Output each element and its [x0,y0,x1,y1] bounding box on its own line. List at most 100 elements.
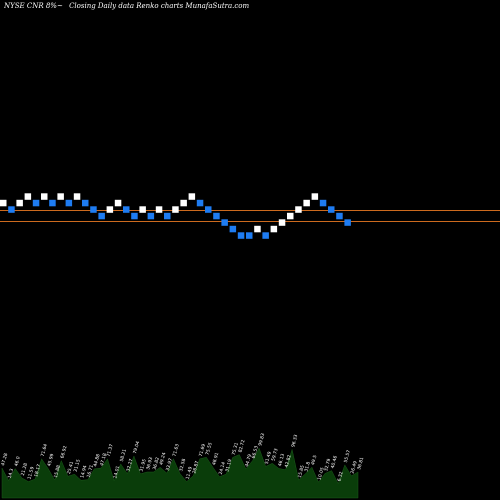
renko-brick [114,199,122,207]
volume-labels: 47.2814.346.021.2811.5918.1771.6445.9915… [0,432,365,482]
renko-brick [246,232,253,239]
volume-label: 31.15 [73,459,82,473]
renko-bricks [0,193,351,239]
volume-label: 48.91 [211,452,220,466]
volume-label: 32.79 [323,458,332,472]
renko-brick [270,225,278,233]
volume-label: 46.13 [277,453,286,467]
renko-brick [123,206,130,213]
renko-brick [319,199,327,207]
renko-brick [16,199,23,207]
renko-brick [180,199,187,207]
volume-label: 40.46 [330,455,339,469]
renko-brick [328,206,335,213]
volume-label: 71.64 [40,443,49,457]
volume-label: 71.63 [172,443,181,457]
volume-label: 45.99 [46,453,55,467]
renko-brick [336,212,343,220]
symbol-label: NYSE CNR 8%~ [4,2,63,10]
chart-description: Closing Daily data Renko charts MunafaSu… [69,2,250,10]
renko-brick [344,219,351,226]
volume-label: 36.82 [152,456,161,470]
renko-brick [287,212,294,220]
volume-label: 36.93 [145,456,154,470]
volume-label: 66.92 [59,445,68,459]
chart-header: NYSE CNR 8%~ Closing Daily data Renko ch… [4,2,496,16]
volume-label: 15.85 [297,464,306,478]
renko-brick [147,212,155,220]
renko-brick [164,212,171,220]
volume-label: 47.18 [99,452,108,466]
volume-label: 59.73 [270,448,279,462]
volume-label: 51.49 [264,451,273,465]
renko-brick [73,193,81,200]
renko-brick [213,212,220,220]
volume-label: 6.32 [336,471,344,482]
reference-lines [0,210,500,222]
volume-label: 75.55 [205,442,214,456]
renko-brick [188,193,196,200]
renko-brick [90,206,97,213]
volume-label: 47.28 [0,452,9,466]
volume-label: 42.82 [284,454,293,468]
renko-brick [49,199,56,207]
volume-label: 44.79 [244,453,253,467]
renko-brick [131,212,138,220]
renko-brick [32,199,40,207]
volume-label: 79.04 [132,440,141,454]
volume-label: 33.97 [165,457,174,471]
volume-label: 32.27 [125,458,134,472]
renko-brick [106,206,114,213]
renko-brick [262,232,269,239]
renko-brick [0,199,7,207]
volume-label: 25.41 [66,461,75,475]
renko-brick [139,206,146,213]
volume-label: 58.21 [119,448,128,462]
renko-brick [172,206,179,213]
volume-label: 66.53 [251,445,260,459]
volume-label: 96.33 [290,434,299,448]
renko-brick [229,225,237,233]
volume-label: 14.3 [7,468,15,479]
volume-label: 18.17 [33,463,42,477]
volume-label: 75.31 [231,442,240,456]
volume-label: 26.49 [350,460,359,474]
volume-label: 49.24 [158,452,167,466]
volume-label: 31.8 [303,461,311,472]
renko-brick [57,193,64,200]
volume-label: 82.72 [237,439,246,453]
volume-label: 71.69 [198,443,207,457]
volume-label: 99.83 [257,432,266,446]
renko-brick [237,232,245,239]
renko-brick [221,219,228,226]
volume-label: 16.71 [86,464,95,478]
volume-label: 46.0 [13,456,21,467]
volume-label: 14.94 [79,465,88,479]
volume-area [1,447,359,499]
volume-label: 14.01 [112,465,121,479]
renko-brick [41,193,48,200]
renko-brick [24,193,32,200]
renko-brick [65,199,73,207]
volume-label: 44.88 [92,453,101,467]
volume-label: 21.28 [20,462,29,476]
volume-label: 36.81 [356,456,365,470]
renko-brick [8,206,15,213]
renko-brick [303,199,310,207]
volume-label: 71.37 [106,443,115,457]
renko-brick [205,206,212,213]
volume-label: 10.05 [317,467,326,481]
renko-brick [254,225,261,233]
volume-label: 24.14 [218,461,227,475]
volume-label: 31.19 [224,458,233,472]
volume-label: 49.5 [310,454,318,465]
volume-label: 55.57 [343,449,352,463]
volume-area-shape [1,447,359,499]
renko-brick [278,219,286,226]
renko-brick [311,193,319,200]
renko-brick [82,199,89,207]
renko-brick [98,212,105,220]
volume-label: 26.87 [191,460,200,474]
volume-label: 32.58 [178,458,187,472]
